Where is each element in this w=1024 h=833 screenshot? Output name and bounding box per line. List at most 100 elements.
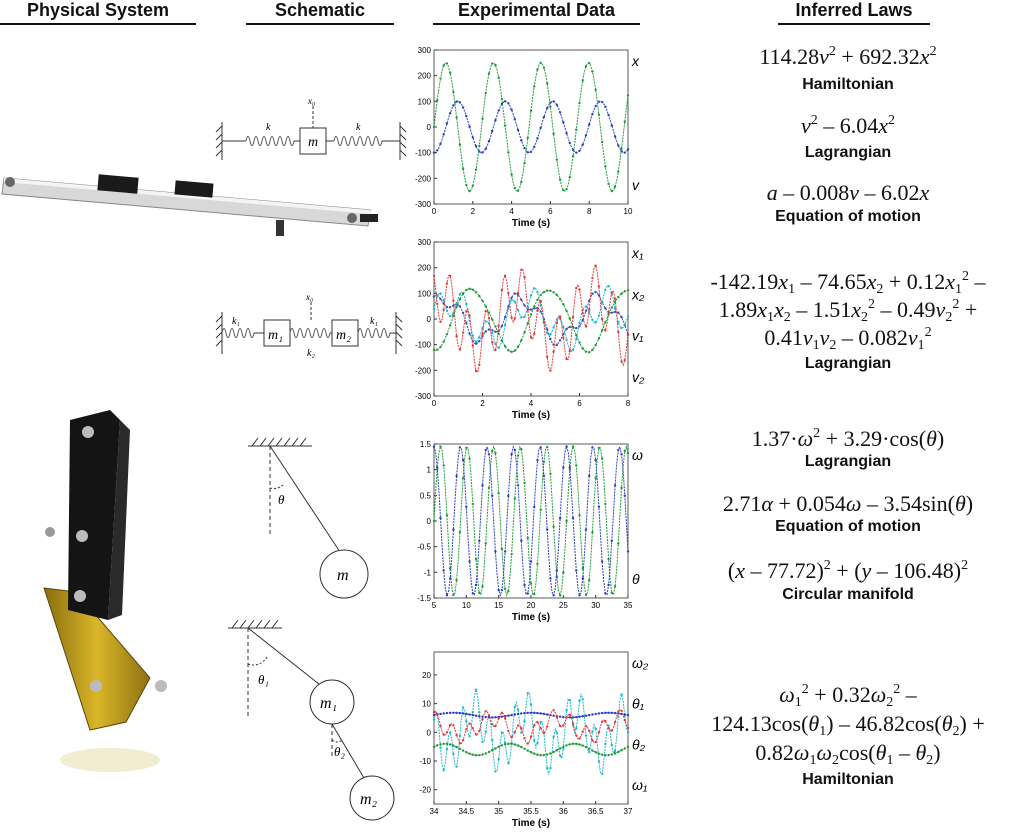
- label-m1: m₁: [320, 695, 337, 712]
- law-3-label: Equation of motion: [775, 208, 921, 225]
- data-point: [594, 476, 597, 480]
- chart-single-oscillator: 0 2 4 6 8 10 300 200 100 0 -100 -200 -300 Time (s) x v: [415, 46, 640, 229]
- schematic-simple-pendulum: θ m: [248, 437, 369, 599]
- y-tick-label: 1.5: [420, 440, 432, 449]
- data-point: [500, 731, 504, 734]
- data-point: [458, 711, 462, 715]
- series-line: [433, 708, 629, 745]
- x-tick-label: 8: [626, 399, 631, 408]
- x-tick-label: 15: [494, 601, 503, 610]
- data-point: [597, 760, 601, 763]
- y-tick-label: 0: [427, 315, 432, 324]
- data-point: [620, 147, 623, 150]
- data-point: [591, 531, 594, 534]
- y-tick-label: 100: [418, 97, 432, 106]
- data-point: [529, 703, 533, 706]
- plot-frame: [433, 49, 629, 205]
- x-tick-label: 35.5: [523, 807, 539, 816]
- law-6-label: Equation of motion: [775, 518, 921, 535]
- series-label: v₁: [632, 328, 644, 344]
- x-axis-label: Time (s): [512, 818, 550, 829]
- data-point: [494, 348, 497, 352]
- data-point: [500, 547, 504, 551]
- series-x2: [432, 284, 630, 352]
- data-point: [617, 330, 620, 334]
- x-tick-label: 30: [591, 601, 600, 610]
- data-point: [529, 582, 533, 585]
- data-point: [432, 348, 436, 352]
- x-tick-label: 34.5: [459, 807, 475, 816]
- plot-frame: [433, 651, 629, 805]
- x-axis-label: Time (s): [512, 612, 550, 623]
- data-point: [575, 742, 578, 746]
- y-tick-label: 200: [418, 72, 432, 81]
- data-point: [497, 324, 500, 328]
- data-point: [452, 752, 455, 755]
- data-point: [578, 715, 581, 718]
- law-7-equation: (x – 77.72)2 + (y – 106.48)2: [727, 558, 969, 583]
- data-point: [432, 125, 436, 129]
- law-1-label: Hamiltonian: [802, 76, 894, 93]
- law-5-equation: 1.37·ω2 + 3.29·cos(θ): [751, 426, 945, 451]
- y-tick-label: 100: [418, 289, 432, 298]
- chart-simple-pendulum: 5 10 15 20 25 30 35 1.5 1 0.5 0 -0.5 -1 -1.5 Time (s) ω…: [417, 440, 643, 623]
- y-tick-label: 300: [418, 46, 432, 55]
- label-m2: m₂: [336, 328, 351, 343]
- data-point: [549, 105, 552, 108]
- data-point: [626, 94, 630, 97]
- data-point: [597, 285, 601, 288]
- x-tick-label: 35: [624, 601, 633, 610]
- schematic-coupled-spring-masses: x₀ m₁ m₂ k₁ k₁ k₂: [215, 292, 403, 359]
- x-tick-label: 4: [529, 399, 534, 408]
- data-point: [445, 747, 449, 751]
- series-ω: [432, 444, 630, 598]
- series-line: [433, 264, 629, 374]
- header-experimental-data: Experimental Data: [433, 0, 640, 25]
- x-tick-label: 8: [587, 207, 592, 216]
- x-tick-label: 4: [509, 207, 514, 216]
- series-line: [433, 288, 629, 353]
- y-tick-label: -100: [415, 341, 432, 350]
- label-x0: x₀: [307, 96, 315, 106]
- y-tick-label: -300: [415, 200, 432, 209]
- series-v: [432, 61, 630, 193]
- series-line: [433, 285, 629, 352]
- data-point: [562, 571, 565, 574]
- y-tick-label: -1: [424, 568, 432, 577]
- series-label: θ₁: [632, 696, 645, 712]
- series-line: [433, 291, 629, 346]
- x-tick-label: 2: [471, 207, 476, 216]
- data-point: [461, 458, 465, 462]
- data-point: [575, 715, 578, 719]
- data-point: [626, 550, 630, 553]
- data-point: [452, 528, 455, 531]
- y-tick-label: -20: [419, 786, 431, 795]
- series-θ1: [432, 711, 630, 719]
- data-point: [436, 99, 439, 102]
- series-label: x₂: [631, 286, 645, 302]
- data-point: [571, 516, 575, 520]
- label-theta: θ: [278, 492, 285, 507]
- series-line: [433, 62, 629, 192]
- data-point: [510, 453, 513, 456]
- data-point: [613, 711, 617, 715]
- label-k2: k₂: [307, 348, 315, 359]
- data-point: [526, 309, 529, 312]
- x-tick-label: 2: [480, 399, 485, 408]
- data-point: [458, 531, 462, 534]
- law-1-equation: 114.28v2 + 692.32x2: [759, 44, 937, 69]
- y-tick-label: -300: [415, 392, 432, 401]
- series-v1: [432, 264, 630, 374]
- series-line: [433, 712, 629, 718]
- x-tick-label: 0: [432, 399, 437, 408]
- data-point: [536, 711, 539, 715]
- series-label: ω₂: [632, 655, 649, 671]
- data-point: [610, 711, 614, 715]
- label-theta1: θ₁: [258, 672, 269, 687]
- law-7-label: Circular manifold: [782, 586, 914, 603]
- data-point: [594, 88, 597, 91]
- data-point: [578, 514, 581, 517]
- header-inferred-laws: Inferred Laws: [778, 0, 930, 25]
- data-point: [529, 308, 533, 311]
- law-8-equation: ω12 + 0.32ω22 –124.13cos(θ1) – 46.82cos(…: [711, 682, 985, 768]
